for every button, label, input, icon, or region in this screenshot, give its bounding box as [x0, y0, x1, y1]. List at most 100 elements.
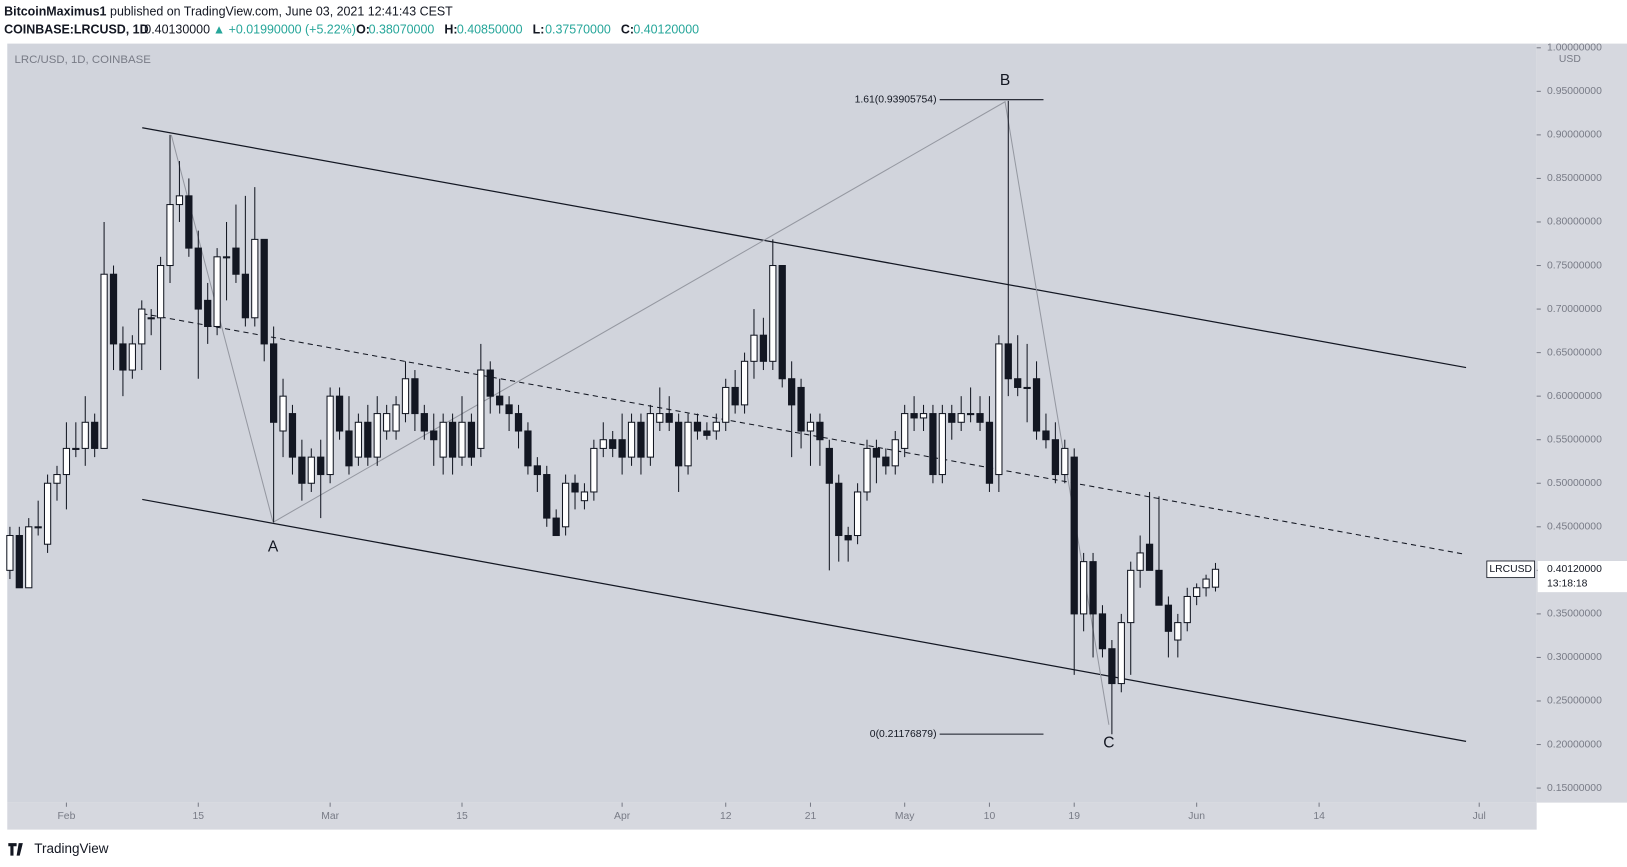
candle-body — [100, 273, 108, 449]
y-tick-label: 0.90000000 — [1547, 130, 1602, 141]
x-tick-label: Mar — [321, 811, 339, 822]
candle-body — [788, 378, 796, 406]
candle-body — [15, 534, 23, 589]
y-tick-label: 0.50000000 — [1547, 478, 1602, 489]
candle-body — [938, 413, 946, 476]
candle-body — [571, 482, 579, 493]
x-tick-label: Jul — [1473, 811, 1486, 822]
candle-body — [740, 360, 749, 406]
last-price-symbol-box — [1486, 560, 1536, 579]
candle-body — [665, 413, 673, 423]
candle-body — [609, 439, 617, 449]
candle-body — [1032, 378, 1041, 432]
candle-body — [731, 386, 739, 406]
candle-body — [712, 421, 720, 432]
ohlc: O:0.38070000 H: 0.40850000 L: 0.37570000 C: 0.… — [356, 22, 699, 36]
candle-body — [222, 256, 231, 259]
candle-body — [1061, 447, 1069, 476]
candle-body — [966, 413, 975, 416]
drawings — [142, 99, 1467, 742]
x-tick-label: 10 — [984, 811, 996, 822]
ohlc-label: O: — [356, 22, 370, 36]
candle-body — [128, 343, 136, 371]
y-tick-label: 0.95000000 — [1547, 86, 1602, 97]
symbol: COINBASE:LRCUSD, 1D — [4, 22, 148, 36]
candle-body — [1070, 456, 1078, 615]
y-tick-label: 1.00000000 — [1547, 43, 1602, 54]
candle-body — [1042, 430, 1050, 441]
candle-body — [872, 447, 881, 458]
countdown: 13:18:18 — [1547, 579, 1588, 590]
candle-body — [147, 317, 155, 320]
ohlc-value: 0.37570000 — [545, 22, 611, 36]
ohlc-label: H: — [444, 22, 457, 36]
candle-body — [863, 447, 871, 493]
y-tick-label: 0.55000000 — [1547, 434, 1602, 445]
candle-body — [420, 413, 428, 432]
candle-body — [448, 421, 457, 458]
candle-body — [6, 534, 14, 571]
candle-body — [1098, 613, 1107, 650]
candle-body — [1202, 578, 1210, 589]
x-tick-label: 15 — [456, 811, 468, 822]
candle-body — [1127, 569, 1135, 624]
y-tick-label: 0.60000000 — [1547, 391, 1602, 402]
candle-body — [467, 421, 476, 458]
last-price-symbol: LRCUSD — [1489, 564, 1532, 575]
y-tick-label: 0.70000000 — [1547, 304, 1602, 315]
candle-body — [1108, 648, 1116, 685]
candle-body — [769, 265, 777, 362]
candle-body — [1136, 552, 1144, 571]
candle-body — [882, 456, 890, 467]
x-tick-label: 15 — [193, 811, 205, 822]
y-tick-label: 0.25000000 — [1547, 696, 1602, 707]
candle-body — [514, 413, 523, 432]
candle-body — [759, 334, 768, 362]
x-tick-label: Apr — [614, 811, 631, 822]
candle-body — [354, 421, 363, 458]
candle-body — [1051, 439, 1060, 476]
candle-body — [194, 247, 202, 310]
candle-body — [618, 439, 626, 458]
candle-body — [364, 421, 372, 458]
candle-body — [458, 421, 466, 458]
ohlc-value: 0.38070000 — [369, 22, 435, 36]
y-unit: USD — [1559, 54, 1581, 65]
candle-body — [175, 195, 184, 206]
candle-body — [1164, 604, 1173, 632]
x-tick-label: 21 — [805, 811, 817, 822]
candle-body — [816, 421, 824, 441]
channel-upper — [142, 127, 1467, 369]
candle-body — [590, 447, 598, 493]
channel-lower — [142, 498, 1467, 742]
candle-body — [929, 413, 937, 476]
candle-body — [270, 343, 278, 423]
publisher[interactable]: BitcoinMaximus1 — [4, 5, 106, 19]
ohlc-value: 0.40850000 — [457, 22, 523, 36]
abc-zigzag — [170, 100, 1110, 725]
candle-body — [81, 421, 89, 449]
ohlc-label: L: — [533, 22, 545, 36]
candle-body — [373, 413, 381, 458]
candle-body — [1145, 543, 1154, 571]
candle-body — [1174, 622, 1182, 641]
candle-body — [552, 517, 560, 537]
candle-body — [204, 299, 212, 328]
candle-body — [72, 447, 80, 450]
candle-body — [675, 421, 683, 467]
candle-body — [1004, 343, 1012, 380]
candle-body — [524, 430, 532, 467]
candle-body — [910, 413, 918, 419]
candle-body — [345, 430, 353, 467]
candle-body — [797, 386, 805, 432]
change: ▲ +0.01990000 (+5.22%) — [213, 22, 356, 36]
candle-body — [806, 421, 815, 432]
x-tick-label: 19 — [1068, 811, 1080, 822]
candle-body — [1183, 595, 1191, 624]
candle-body — [62, 447, 71, 476]
candle-body — [119, 343, 127, 371]
wave-label: C — [1103, 735, 1114, 752]
candle-body — [646, 413, 655, 458]
